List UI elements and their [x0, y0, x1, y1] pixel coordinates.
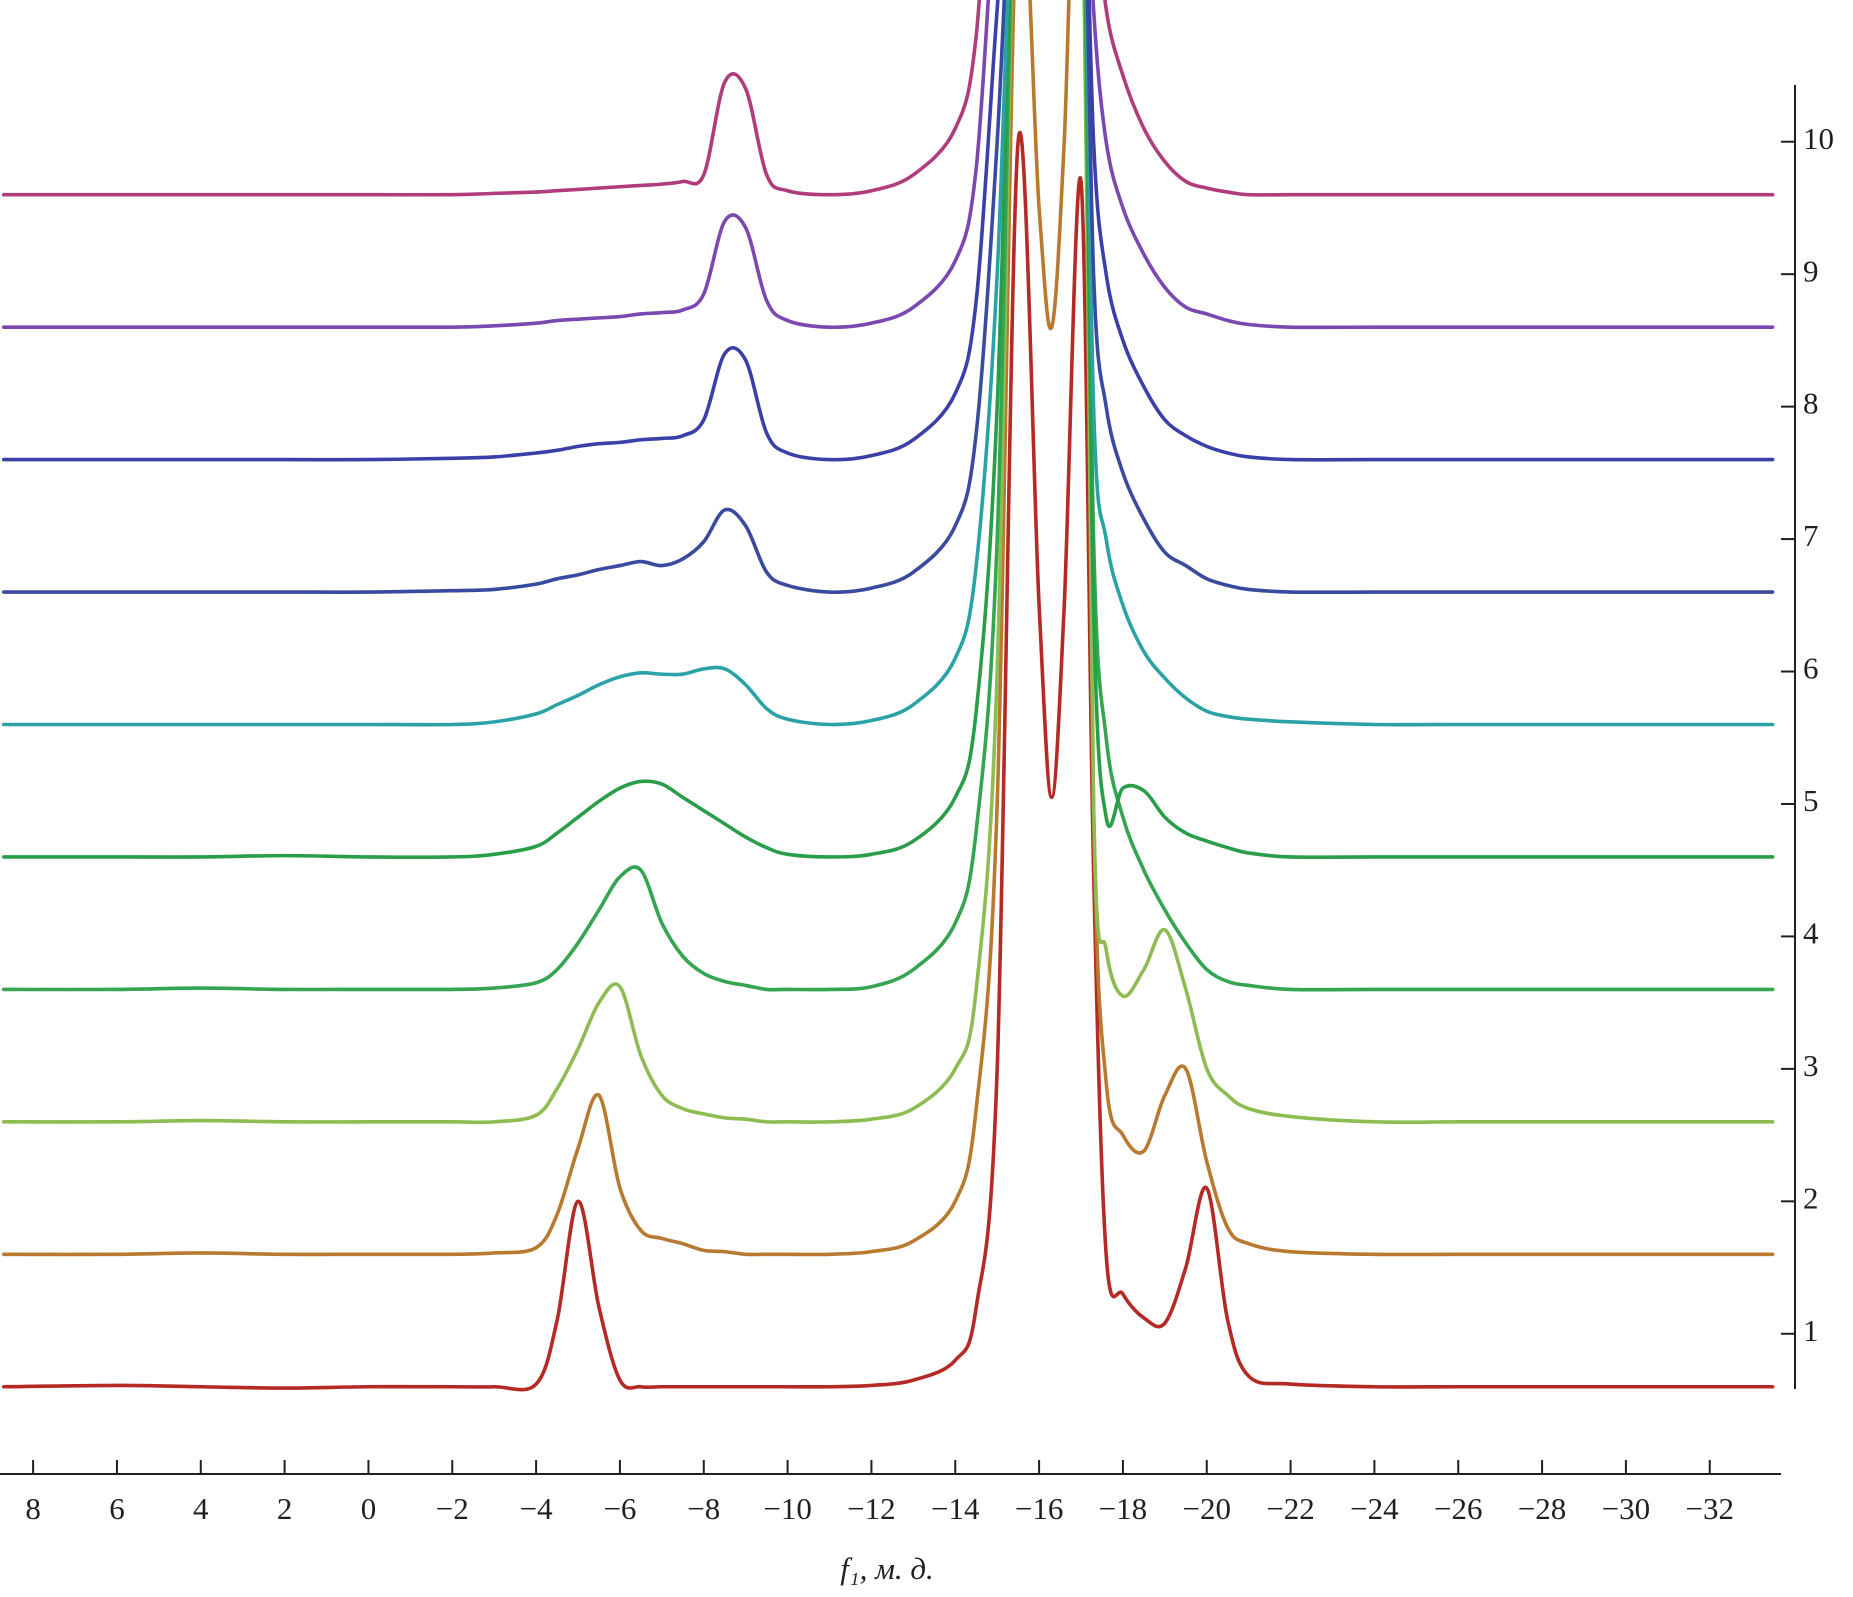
y-tick-label: 4: [1803, 916, 1819, 951]
x-tick-label: 8: [25, 1491, 41, 1526]
x-tick-label: −18: [1099, 1491, 1147, 1526]
x-tick-label: −28: [1518, 1491, 1566, 1526]
x-tick-label: −24: [1350, 1491, 1399, 1526]
x-tick-label: 2: [277, 1491, 293, 1526]
x-tick-label: −30: [1602, 1491, 1650, 1526]
y-tick-label: 5: [1803, 783, 1819, 818]
spectrum-line: [1, 0, 1775, 727]
x-tick-label: −2: [436, 1491, 469, 1526]
x-tick-label: −6: [603, 1491, 636, 1526]
y-tick-label: 8: [1803, 386, 1819, 421]
spectrum-line: [1, 0, 1775, 330]
x-tick-label: −4: [520, 1491, 553, 1526]
x-tick-label: −8: [687, 1491, 720, 1526]
x-tick-label: −20: [1183, 1491, 1231, 1526]
y-tick-label: 10: [1803, 121, 1834, 156]
spectrum-line: [1, 0, 1775, 595]
x-tick-label: −12: [847, 1491, 895, 1526]
spectrum-line: [1, 0, 1775, 1125]
spectrum-line: [1, 0, 1775, 462]
spectrum-line: [1, 0, 1775, 992]
y-tick-label: 9: [1803, 253, 1819, 288]
x-tick-label: −26: [1434, 1491, 1482, 1526]
spectrum-line: [1, 0, 1775, 860]
x-axis-label: f₁, м. д.: [840, 1551, 934, 1586]
x-tick-label: 0: [361, 1491, 377, 1526]
spectrum-line: [1, 0, 1775, 1257]
spectrum-line: [1, 130, 1775, 1392]
x-tick-label: −10: [763, 1491, 811, 1526]
x-tick-label: −16: [1015, 1491, 1063, 1526]
spectrum-line: [1, 0, 1775, 197]
y-tick-label: 6: [1803, 651, 1819, 686]
y-tick-label: 2: [1803, 1180, 1819, 1215]
x-tick-label: 4: [193, 1491, 209, 1526]
y-tick-label: 7: [1803, 518, 1819, 553]
x-tick-label: 6: [109, 1491, 125, 1526]
x-tick-label: −22: [1266, 1491, 1314, 1526]
spectra: [1, 0, 1775, 1392]
x-tick-label: −32: [1686, 1491, 1734, 1526]
x-tick-label: −14: [931, 1491, 980, 1526]
y-tick-label: 1: [1803, 1313, 1819, 1348]
y-tick-label: 3: [1803, 1048, 1819, 1083]
